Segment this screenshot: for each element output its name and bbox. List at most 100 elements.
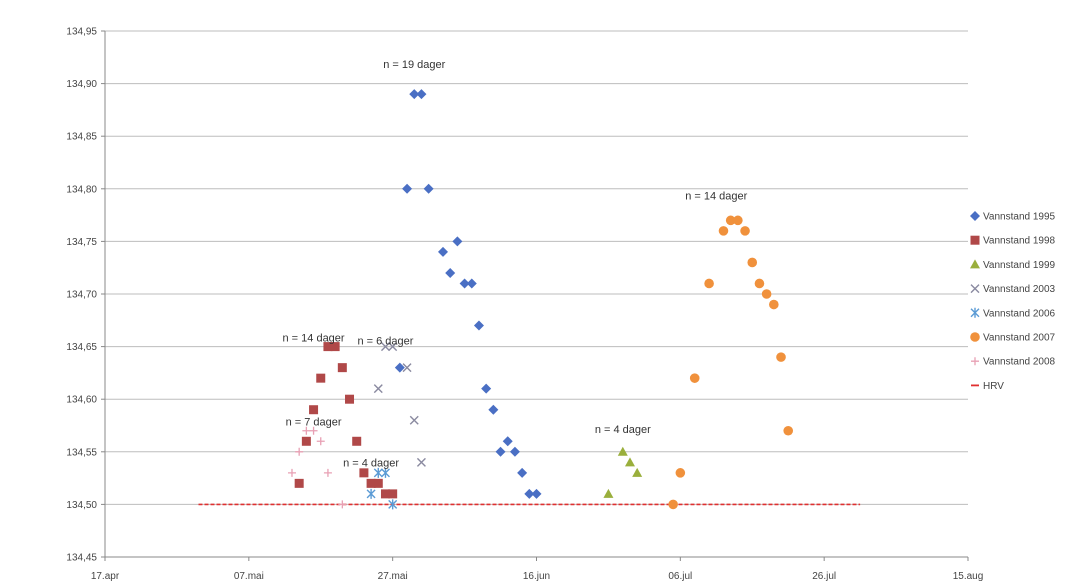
vannstand-2007-point: [675, 468, 686, 478]
vannstand-2006-point: [366, 488, 376, 499]
vannstand-2008-series: [287, 426, 347, 509]
legend-marker: [970, 211, 980, 221]
y-tick-label: 134,55: [66, 447, 97, 458]
vannstand-1998-point: [294, 478, 304, 488]
vannstand-1999-point: [603, 488, 614, 498]
vannstand-2007-point: [718, 226, 729, 236]
vannstand-2008-point: [323, 468, 332, 477]
vannstand-2003-point: [388, 342, 398, 352]
vannstand-1995-point: [394, 362, 405, 373]
vannstand-2007-point: [783, 425, 794, 436]
legend-marker: [970, 284, 980, 294]
vannstand-1999-series: [603, 446, 643, 498]
x-tick-label: 15.aug: [953, 571, 984, 582]
vannstand-1995-point: [409, 89, 420, 100]
vannstand-1995-point: [488, 404, 499, 415]
vannstand-1995-point: [517, 467, 528, 478]
vannstand-1995-point: [466, 278, 477, 289]
vannstand-2008-point: [302, 426, 311, 435]
vannstand-1998-point: [380, 489, 390, 499]
vannstand-2007-series: [668, 215, 794, 510]
vannstand-2007-point: [776, 352, 786, 362]
vannstand-1998-point: [352, 436, 362, 446]
legend-label: Vannstand 2006: [983, 308, 1056, 319]
vannstand-2007-point: [733, 215, 743, 226]
x-tick-label: 06.jul: [668, 571, 692, 582]
vannstand-1995-point: [438, 246, 449, 257]
vannstand-2003-point: [402, 363, 412, 373]
vannstand-1995-series: [394, 89, 542, 499]
legend-item-vannstand-2008: Vannstand 2008: [971, 357, 1056, 368]
legend-item-vannstand-2003: Vannstand 2003: [970, 284, 1056, 295]
legend-item-vannstand-1998: Vannstand 1998: [970, 235, 1056, 247]
legend-label: Vannstand 1999: [983, 260, 1056, 271]
vannstand-2003-series: [373, 342, 426, 467]
x-tick-label: 16.jun: [523, 571, 550, 582]
legend-marker: [970, 307, 980, 318]
vannstand-1995-point: [495, 446, 506, 457]
vannstand-1995-point: [481, 383, 492, 394]
vannstand-1995-point: [452, 236, 463, 247]
vannstand-1995-point: [509, 446, 520, 457]
annotation-label: n = 4 dager: [595, 424, 651, 436]
vannstand-1995-point: [531, 488, 542, 499]
vannstand-2006-point: [373, 467, 383, 478]
vannstand-1998-point: [337, 363, 347, 373]
vannstand-2007-point: [704, 278, 714, 289]
vannstand-1999-point: [632, 467, 643, 477]
vannstand-2003-point: [409, 415, 419, 425]
y-tick-label: 134,45: [66, 553, 97, 564]
axes: [101, 30, 969, 561]
vannstand-2007-point: [754, 278, 765, 289]
legend-label: Vannstand 2008: [983, 357, 1056, 368]
vannstand-2007-point: [689, 373, 700, 383]
vannstand-2007-point: [725, 215, 736, 226]
vannstand-1998-point: [388, 489, 398, 499]
vannstand-1999-point: [617, 446, 628, 456]
vannstand-2008-point: [316, 437, 325, 446]
vannstand-1995-point: [445, 267, 456, 278]
y-tick-label: 134,50: [66, 500, 97, 511]
vannstand-1998-point: [323, 342, 333, 352]
y-tick-label: 134,90: [66, 79, 97, 90]
vannstand-2006-point: [388, 499, 398, 510]
vannstand-1998-point: [345, 394, 355, 404]
vannstand-1998-series: [294, 342, 398, 499]
vannstand-2007-point: [668, 499, 678, 510]
vannstand-2008-point: [338, 500, 347, 509]
y-tick-label: 134,60: [66, 395, 97, 406]
annotation-label: n = 7 dager: [286, 417, 342, 429]
vannstand-1998-point: [309, 405, 319, 415]
vannstand-2003-point: [380, 342, 390, 352]
vannstand-2008-point: [295, 447, 304, 456]
annotation-label: n = 6 dager: [357, 335, 413, 347]
x-tick-label: 27.mai: [378, 571, 408, 582]
annotations: n = 19 dager n = 14 dager n = 14 dager n = …: [283, 59, 748, 470]
legend-marker: [970, 235, 980, 245]
y-tick-label: 134,80: [66, 184, 97, 195]
y-tick-label: 134,65: [66, 342, 97, 353]
vannstand-1995-point: [416, 89, 427, 100]
legend-item-vannstand-1999: Vannstand 1999: [970, 259, 1056, 271]
legend-label: HRV: [983, 381, 1004, 392]
vannstand-2003-point: [416, 457, 426, 467]
vannstand-2007-point: [747, 257, 758, 268]
data-points: [287, 89, 794, 510]
vannstand-1999-point: [624, 457, 635, 467]
y-tick-label: 134,75: [66, 237, 97, 248]
vannstand-1998-point: [316, 373, 326, 383]
vannstand-1995-point: [473, 320, 484, 331]
legend-label: Vannstand 1995: [983, 212, 1056, 223]
legend-label: Vannstand 1998: [983, 236, 1056, 247]
vannstand-1995-point: [423, 183, 434, 194]
vannstand-2007-point: [740, 226, 750, 236]
vannstand-1998-point: [373, 478, 383, 488]
annotation-label: n = 4 dager: [343, 458, 399, 470]
legend: Vannstand 1995 Vannstand 1998 Vannstand 19…: [970, 211, 1056, 392]
annotation-label: n = 19 dager: [383, 59, 445, 71]
y-tick-label: 134,85: [66, 132, 97, 143]
legend-marker: [970, 259, 980, 269]
legend-item-hrv: HRV: [971, 381, 1004, 392]
y-tick-label: 134,95: [66, 27, 97, 38]
